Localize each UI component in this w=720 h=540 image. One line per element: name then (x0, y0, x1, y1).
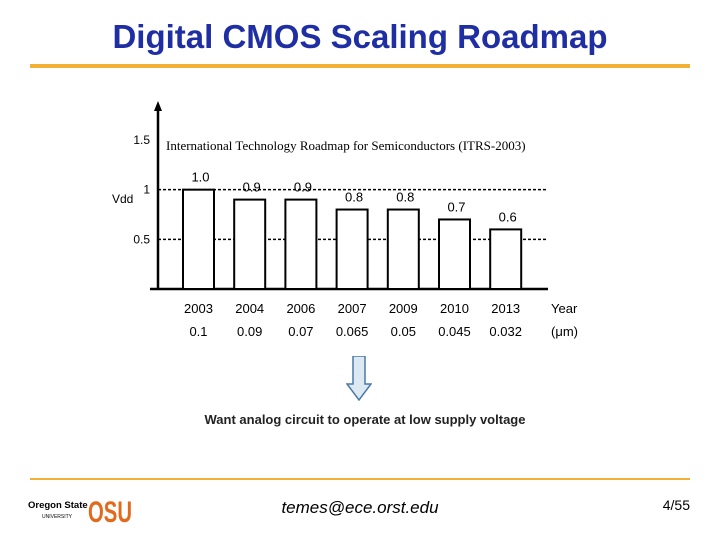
bar (335, 208, 369, 291)
bar (284, 198, 318, 291)
logo-text-top: Oregon State (28, 500, 88, 511)
bar-value-label: 1.0 (191, 170, 209, 185)
x-axis-label: Year (551, 301, 578, 316)
x-tick-label: 2003 (184, 301, 213, 316)
bar (182, 188, 215, 291)
y-tick-label: 1 (143, 183, 150, 197)
y-axis-arrow (154, 101, 162, 111)
feature-size-label: 0.07 (288, 324, 313, 339)
y-tick-label: 1.5 (133, 133, 150, 147)
bar-value-label: 0.6 (499, 209, 517, 224)
footer-email: temes@ece.orst.edu (281, 498, 439, 517)
x-tick-label: 2009 (389, 301, 418, 316)
slide-title: Digital CMOS Scaling Roadmap (112, 18, 608, 55)
feature-size-unit-label: (μm) (551, 324, 578, 339)
feature-size-label: 0.065 (336, 324, 369, 339)
footer-rule (30, 478, 690, 480)
x-tick-label: 2010 (440, 301, 469, 316)
down-arrow-icon (345, 355, 373, 407)
feature-size-label: 0.05 (391, 324, 416, 339)
bar-value-label: 0.9 (243, 180, 261, 195)
chart-title: International Technology Roadmap for Sem… (166, 138, 526, 153)
x-tick-label: 2013 (491, 301, 520, 316)
y-axis-label: Vdd (112, 192, 133, 206)
feature-size-label: 0.1 (189, 324, 207, 339)
bar-value-label: 0.8 (396, 190, 414, 205)
caption-text: Want analog circuit to operate at low su… (204, 412, 526, 427)
x-tick-label: 2006 (286, 301, 315, 316)
bar (489, 228, 523, 290)
logo-mark: OSU (88, 496, 132, 528)
title-underline (30, 64, 690, 68)
feature-size-label: 0.09 (237, 324, 262, 339)
bar (386, 208, 420, 291)
bar (438, 218, 471, 290)
feature-size-label: 0.032 (489, 324, 522, 339)
bar-value-label: 0.9 (294, 180, 312, 195)
bar-value-label: 0.8 (345, 190, 363, 205)
bar (233, 198, 267, 291)
y-tick-label: 0.5 (133, 232, 150, 246)
x-tick-label: 2004 (235, 301, 264, 316)
feature-size-label: 0.045 (438, 324, 471, 339)
oregon-state-logo: Oregon State UNIVERSITY OSU (28, 488, 138, 533)
bar-value-label: 0.7 (447, 199, 465, 214)
page-number: 4/55 (662, 497, 690, 513)
logo-text-bottom: UNIVERSITY (42, 514, 73, 520)
x-tick-label: 2007 (338, 301, 367, 316)
